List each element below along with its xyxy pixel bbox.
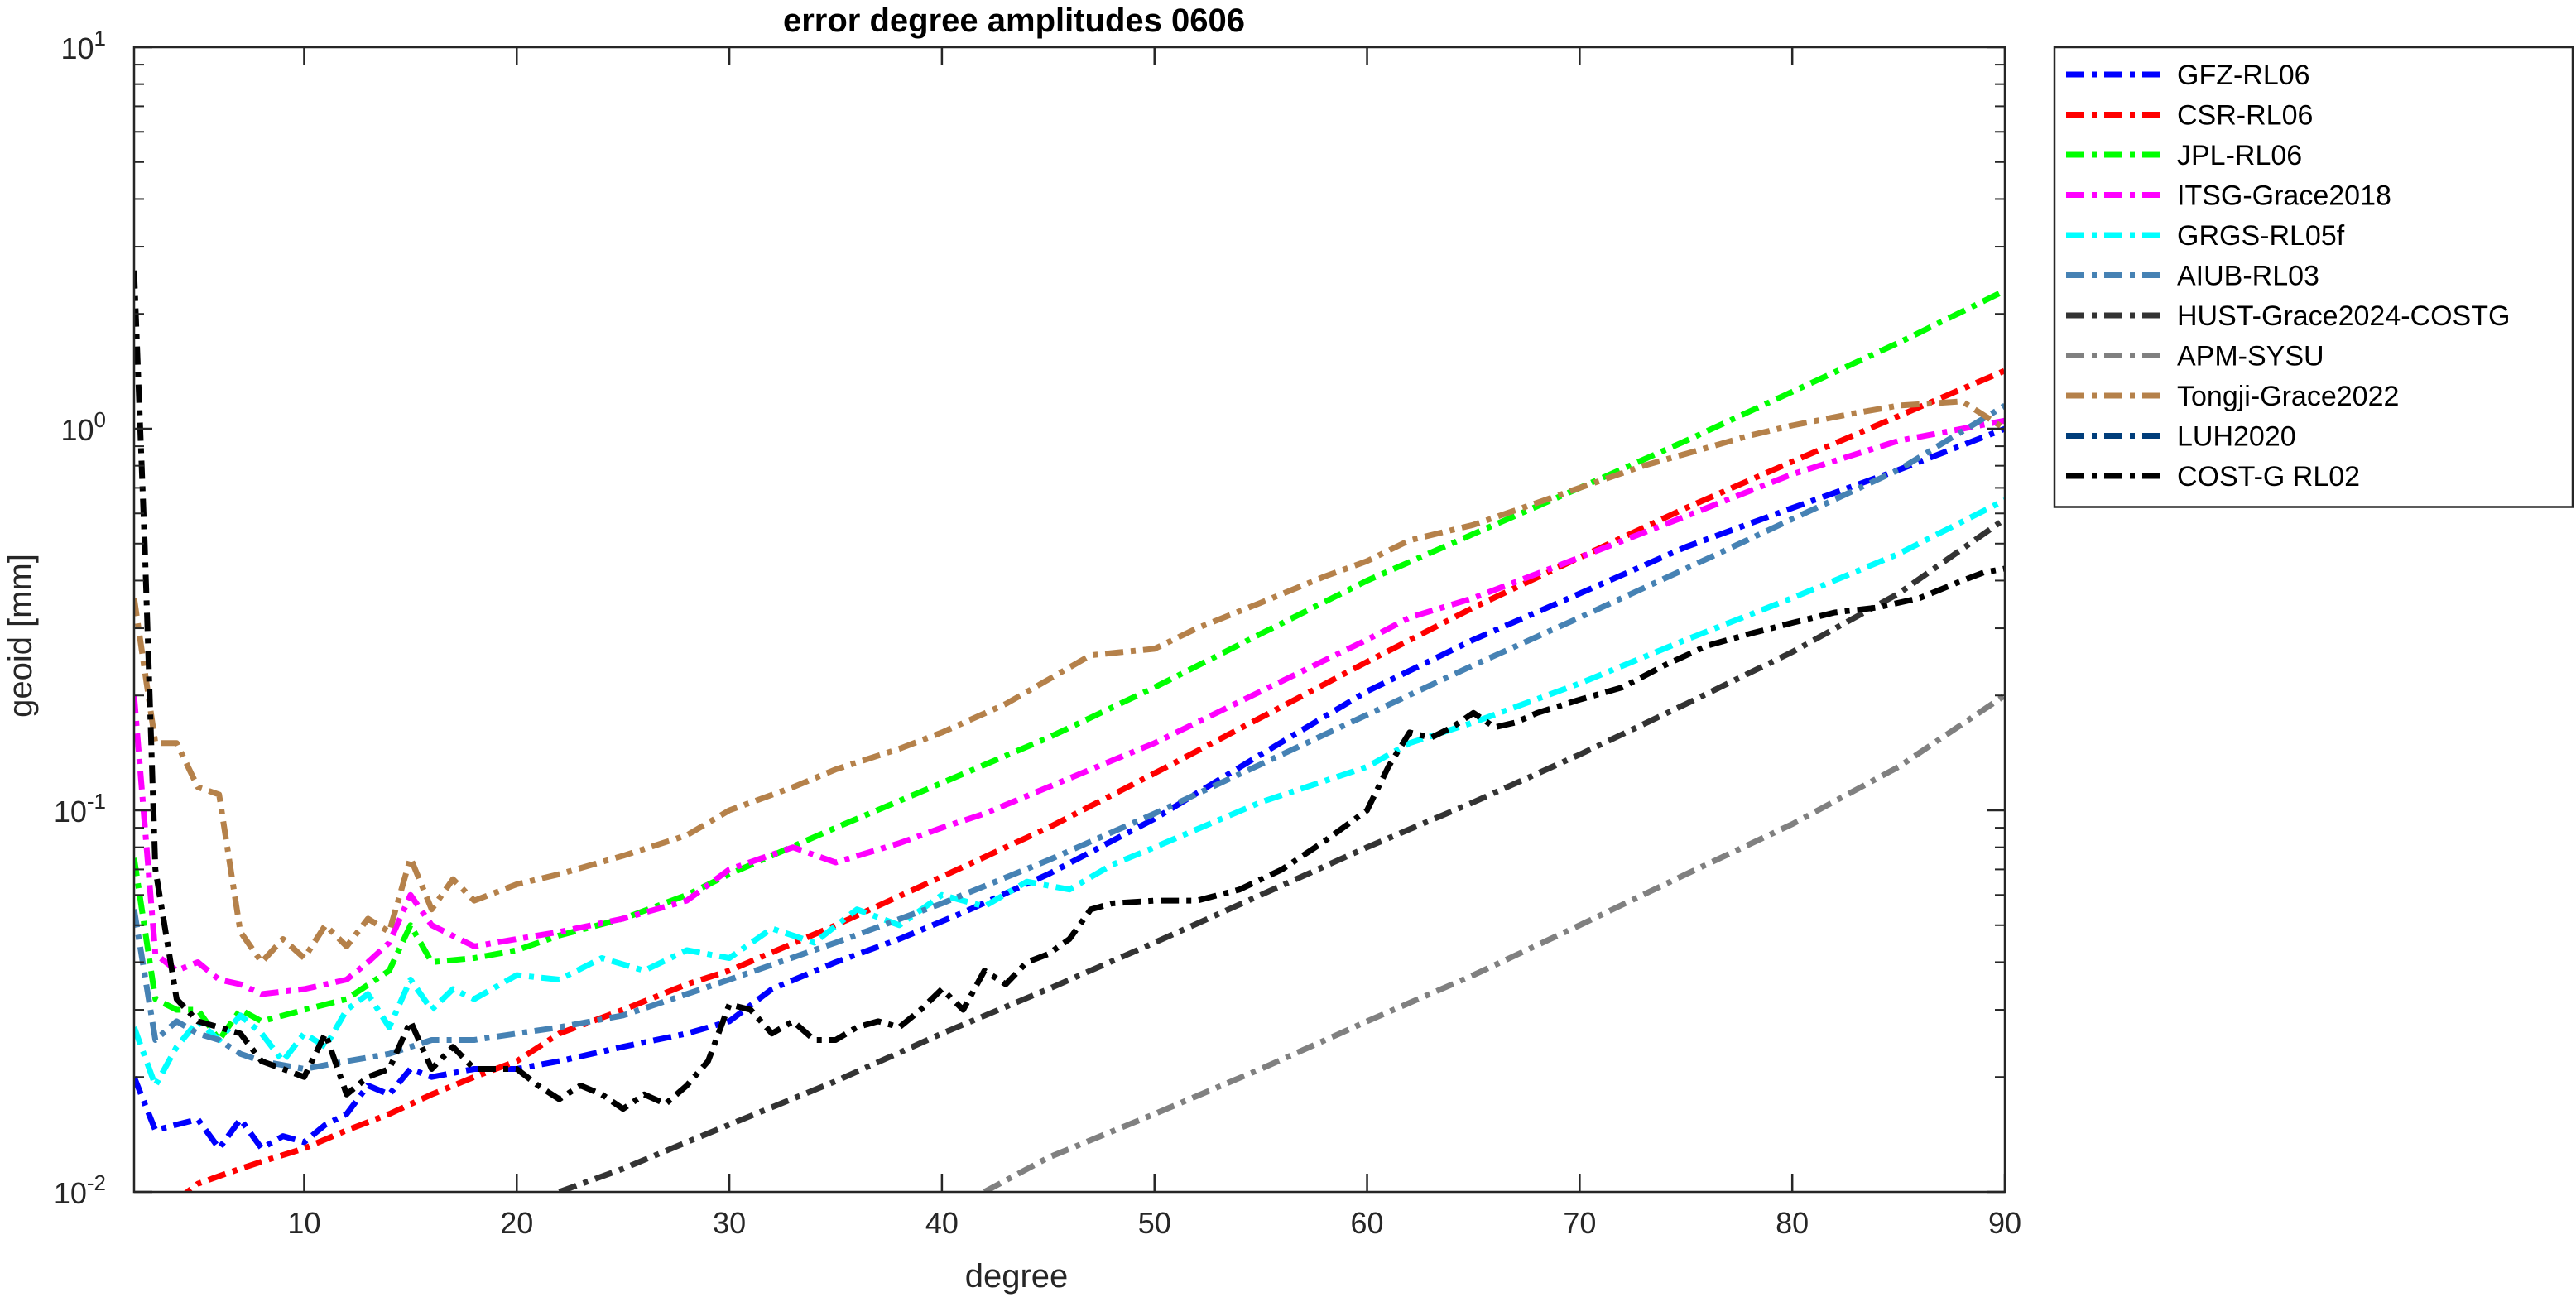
x-tick-label: 30 [713,1206,746,1240]
legend-label: APM-SYSU [2177,341,2324,372]
x-tick-label: 90 [1988,1206,2021,1240]
series-line-tongji-grace2022 [134,398,2005,965]
legend-label: AIUB-RL03 [2177,261,2319,292]
chart-title: error degree amplitudes 0606 [783,2,1245,39]
series-line-grgs-rl05f [134,497,2005,1088]
series-line-aiub-rl03 [134,403,2005,1072]
x-tick-label: 60 [1351,1206,1384,1240]
y-tick-label: 100 [60,407,106,447]
legend-label: JPL-RL06 [2177,140,2302,171]
series-line-hust-grace2024-costg [558,516,2005,1192]
y-tick-label: 10-2 [54,1170,106,1210]
x-tick-label: 80 [1776,1206,1809,1240]
legend-label: CSR-RL06 [2177,100,2313,132]
x-tick-label: 40 [925,1206,959,1240]
legend-label: COST-G RL02 [2177,461,2360,492]
series-layer [134,270,2005,1192]
legend-label: HUST-Grace2024-COSTG [2177,300,2510,332]
legend-label: Tongji-Grace2022 [2177,381,2399,412]
x-tick-label: 20 [500,1206,533,1240]
legend-box [2053,46,2574,508]
series-line-csr-rl06 [182,367,2005,1192]
legend-label: GRGS-RL05f [2177,220,2345,252]
legend-label: ITSG-Grace2018 [2177,180,2391,212]
series-line-cost-g-rl02 [134,270,2005,1112]
legend: GFZ-RL06 CSR-RL06 JPL-RL06 ITSG-Grace2018 GR… [2053,46,2574,508]
x-axis-label: degree [965,1258,1069,1295]
plot-frame [132,46,2006,1194]
series-line-apm-sysu [983,693,2005,1192]
y-tick-label: 10-1 [54,789,106,829]
legend-label: LUH2020 [2177,421,2296,453]
series-line-itsg-grace2018 [134,417,2005,997]
series-line-gfz-rl06 [134,425,2005,1151]
y-tick-label: 101 [60,26,106,65]
legend-label: GFZ-RL06 [2177,60,2310,91]
x-tick-label: 70 [1563,1206,1596,1240]
x-tick-label: 10 [287,1206,320,1240]
x-tick-label: 50 [1138,1206,1171,1240]
series-line-jpl-rl06 [134,288,2005,1043]
y-axis-label: geoid [mm] [2,554,39,718]
axes: 10 20 30 40 50 60 70 80 90 10-2 10-1 100 101 [54,26,2021,1240]
